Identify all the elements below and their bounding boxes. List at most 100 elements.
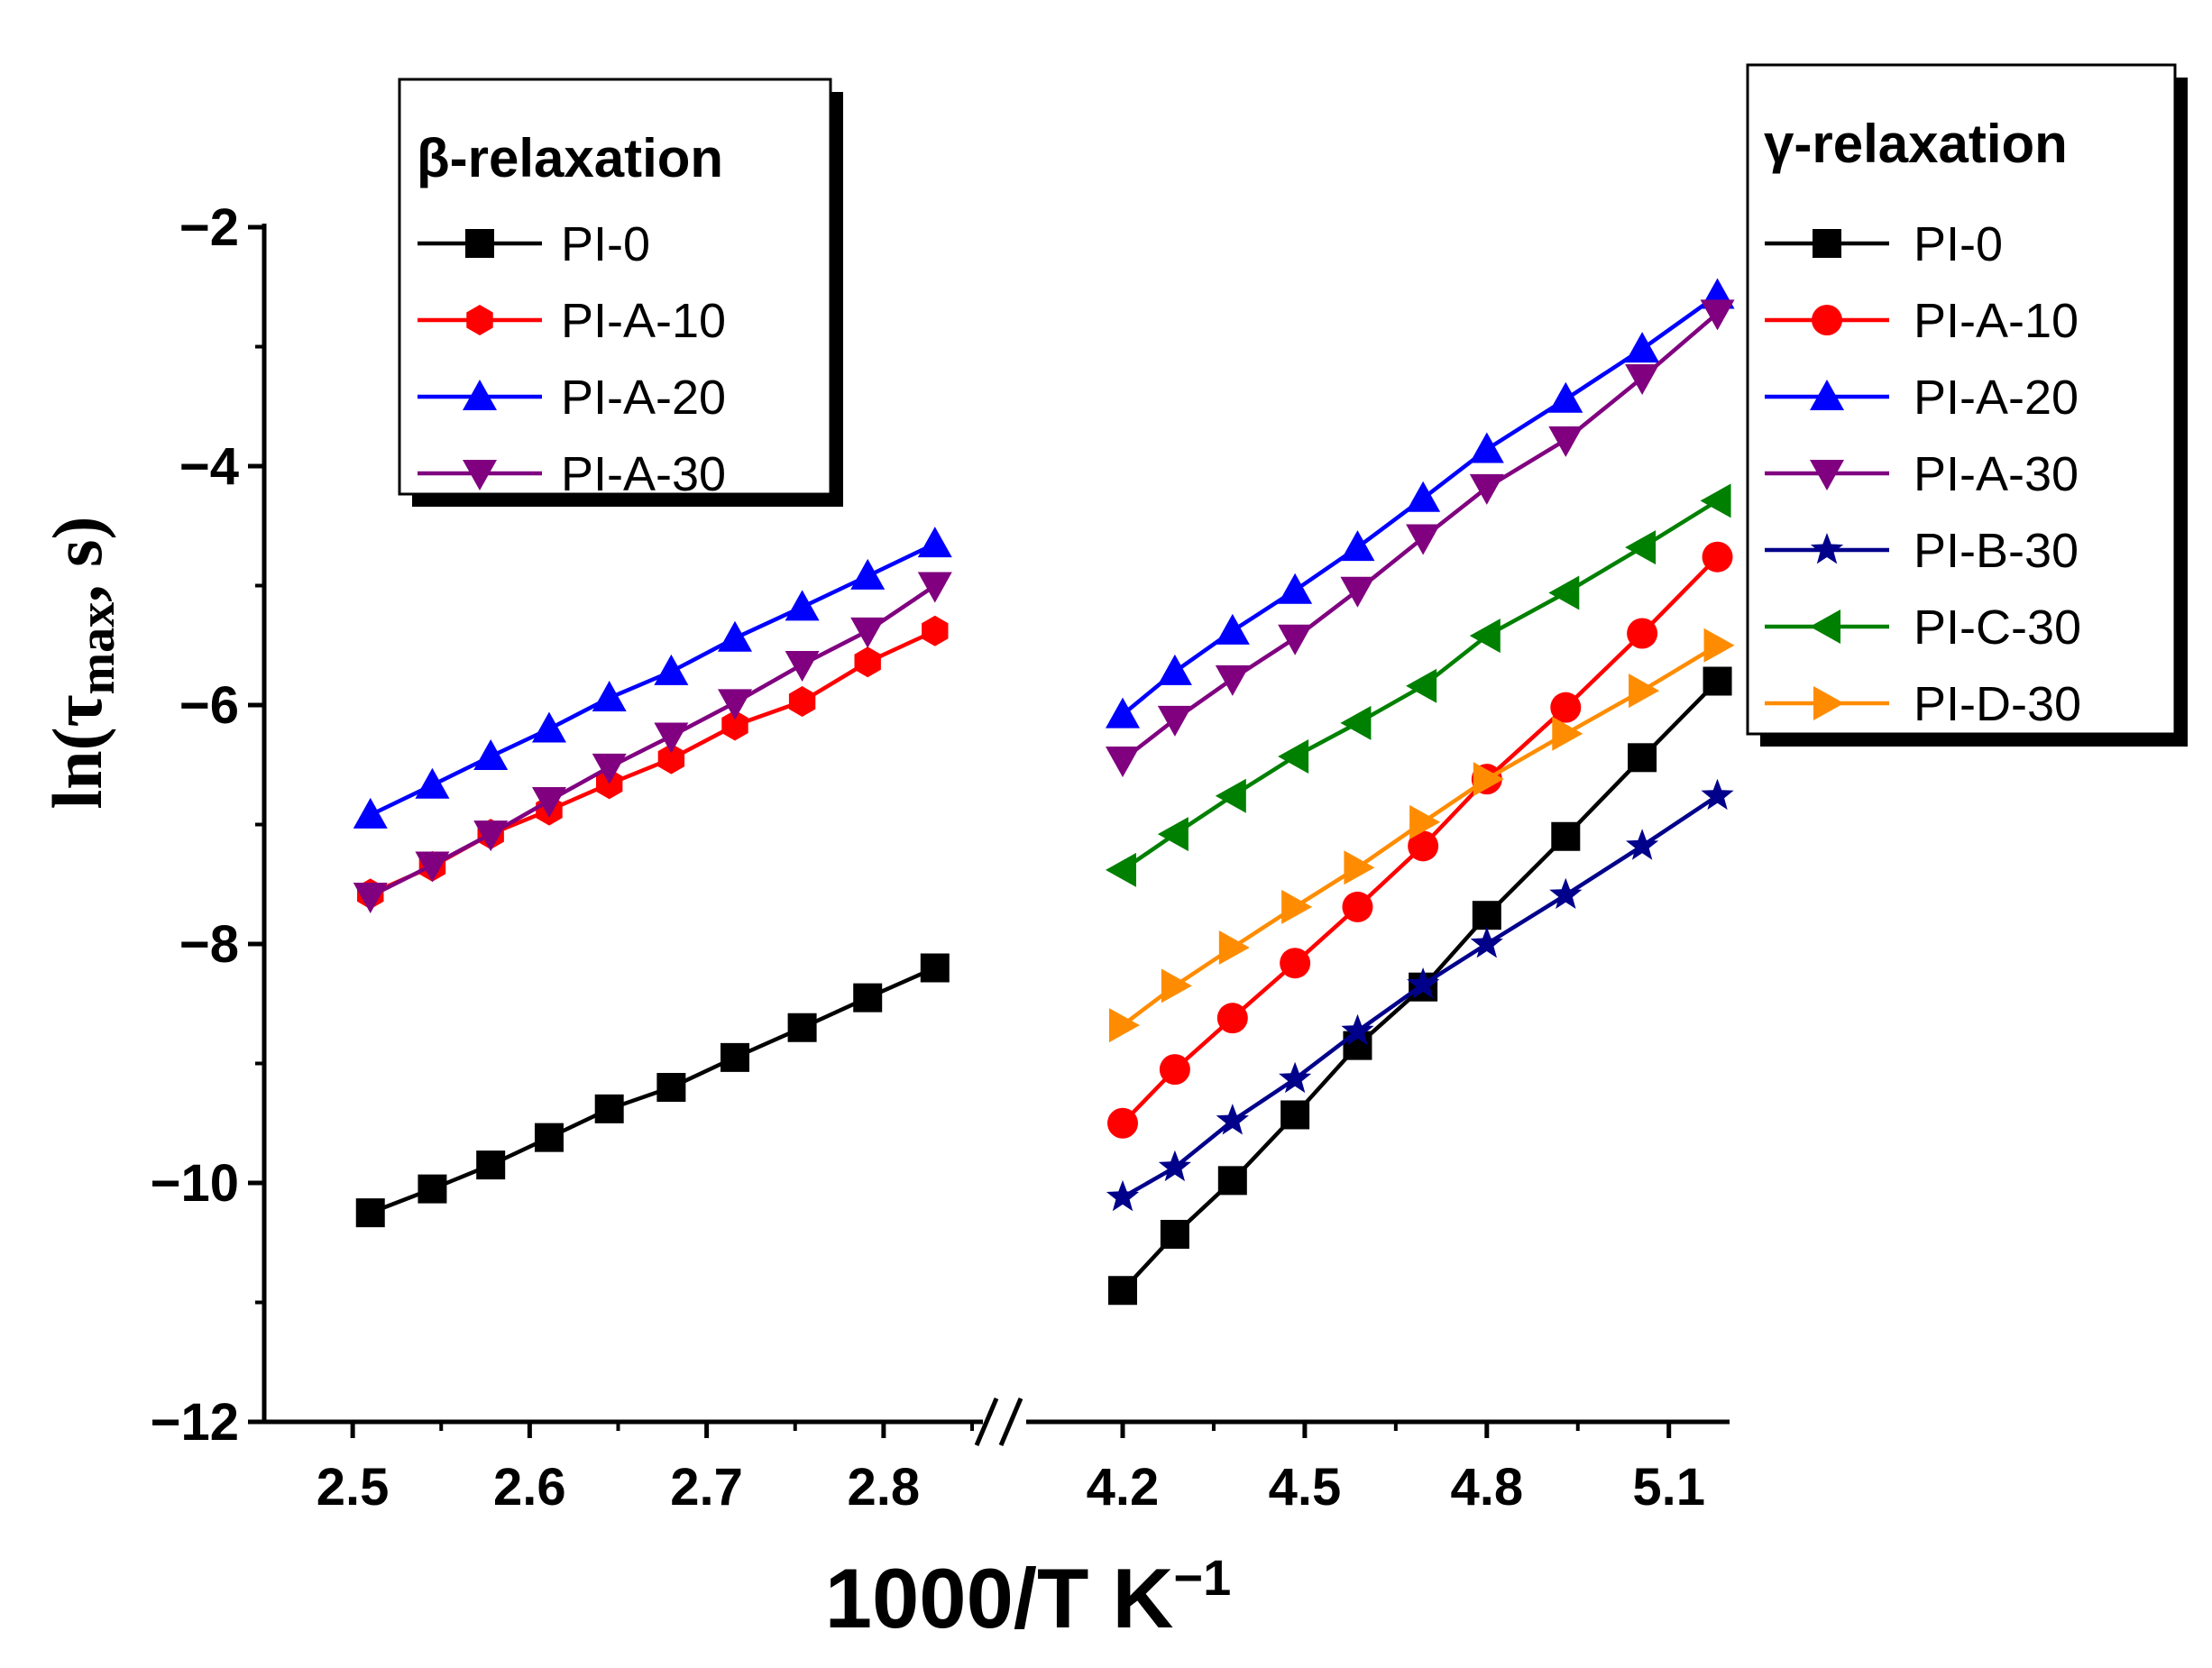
y-tick-label: −2 — [179, 198, 239, 257]
legend-gamma-swatch-marker — [1810, 460, 1844, 490]
gamma-series-pi-a-30 — [1106, 299, 1735, 777]
legend-gamma-swatch-marker — [1810, 533, 1844, 564]
gamma-point-pi-c-30 — [1700, 483, 1731, 518]
beta-point-pi-a-20 — [785, 590, 820, 621]
axes: −2 −4 −6 −8 −10 −12 2.5 2.6 2.7 2.8 4.2 4.5 4.8 5.1 — [151, 198, 1730, 1517]
beta-series-pi-0 — [355, 953, 950, 1228]
gamma-point-pi-a-10 — [1408, 830, 1439, 862]
gamma-point-pi-c-30 — [1340, 705, 1372, 740]
gamma-point-pi-a-20 — [1340, 530, 1375, 562]
gamma-point-pi-d-30 — [1409, 804, 1441, 839]
beta-point-pi-a-20 — [592, 681, 627, 712]
gamma-point-pi-d-30 — [1552, 716, 1583, 751]
gamma-point-pi-a-10 — [1702, 541, 1733, 573]
gamma-line-pi-c-30 — [1121, 499, 1719, 872]
gamma-point-pi-0 — [1108, 1276, 1137, 1306]
gamma-point-pi-b-30 — [1106, 1179, 1140, 1212]
gamma-line-pi-a-20 — [1121, 293, 1719, 717]
beta-point-pi-a-30 — [531, 787, 566, 818]
beta-point-pi-a-10 — [657, 743, 685, 774]
gamma-point-pi-a-10 — [1550, 692, 1582, 723]
beta-point-pi-0 — [920, 953, 950, 983]
gamma-line-pi-0 — [1121, 679, 1720, 1292]
gamma-series-pi-c-30 — [1106, 483, 1731, 887]
legend-beta-box — [398, 78, 832, 496]
beta-series-pi-a-30 — [353, 572, 952, 913]
beta-point-pi-a-20 — [415, 767, 450, 799]
x-tick-label-gamma: 4.2 — [1087, 1458, 1160, 1517]
beta-point-pi-0 — [418, 1174, 447, 1204]
gamma-point-pi-c-30 — [1215, 778, 1246, 813]
y-tick-label: −8 — [179, 915, 239, 974]
gamma-point-pi-a-10 — [1107, 1107, 1138, 1139]
gamma-point-pi-a-20 — [1625, 332, 1660, 363]
legend-gamma-entry-label: PI-0 — [1914, 217, 2003, 271]
gamma-point-pi-c-30 — [1406, 668, 1437, 703]
gamma-point-pi-d-30 — [1109, 1008, 1140, 1043]
gamma-point-pi-a-30 — [1278, 624, 1313, 655]
gamma-point-pi-b-30 — [1279, 1061, 1312, 1094]
beta-point-pi-a-20 — [850, 558, 886, 590]
gamma-point-pi-d-30 — [1281, 889, 1313, 924]
beta-point-pi-0 — [853, 983, 883, 1013]
gamma-point-pi-b-30 — [1341, 1013, 1374, 1046]
gamma-point-pi-d-30 — [1473, 762, 1504, 797]
legend-beta-swatch-marker — [466, 305, 493, 335]
gamma-point-pi-0 — [1703, 666, 1732, 696]
gamma-point-pi-0 — [1217, 1166, 1247, 1196]
legend-gamma-entry-label: PI-C-30 — [1914, 600, 2081, 655]
gamma-point-pi-a-30 — [1406, 524, 1441, 555]
beta-point-pi-a-20 — [654, 654, 689, 685]
gamma-point-pi-a-20 — [1548, 381, 1583, 413]
y-axis-title: ln(τmax, s) — [38, 517, 125, 810]
gamma-point-pi-a-20 — [1406, 481, 1441, 512]
x-tick-label-gamma: 5.1 — [1632, 1458, 1705, 1517]
beta-point-pi-a-20 — [473, 738, 509, 770]
x-tick-label-beta: 2.6 — [493, 1458, 566, 1517]
legend-beta-swatch-marker — [463, 460, 497, 490]
legend-gamma-entry-label: PI-A-30 — [1914, 447, 2079, 501]
gamma-point-pi-d-30 — [1161, 968, 1192, 1004]
beta-point-pi-0 — [721, 1042, 750, 1072]
beta-point-pi-a-20 — [718, 620, 753, 652]
gamma-point-pi-c-30 — [1625, 530, 1657, 565]
y-tick-label: −10 — [151, 1154, 239, 1213]
gamma-point-pi-b-30 — [1626, 829, 1659, 860]
gamma-series-pi-a-20 — [1106, 278, 1735, 729]
x-tick-label-gamma: 4.5 — [1269, 1458, 1342, 1517]
gamma-point-pi-a-20 — [1278, 573, 1313, 604]
beta-point-pi-0 — [355, 1198, 385, 1228]
gamma-point-pi-a-10 — [1280, 948, 1311, 979]
legend-beta-swatch-marker — [463, 380, 497, 410]
gamma-point-pi-a-30 — [1700, 299, 1735, 331]
legend-gamma-swatch-marker — [1810, 380, 1844, 410]
beta-point-pi-a-30 — [592, 753, 627, 784]
gamma-line-pi-a-30 — [1121, 311, 1719, 762]
legend-gamma-swatch-marker — [1812, 305, 1842, 335]
beta-point-pi-a-30 — [785, 650, 820, 682]
legend-beta-entry-label: PI-A-10 — [561, 294, 726, 348]
beta-point-pi-0 — [534, 1123, 564, 1152]
beta-point-pi-0 — [476, 1150, 506, 1180]
gamma-point-pi-b-30 — [1158, 1150, 1191, 1182]
legend-gamma-entry-label: PI-A-20 — [1914, 371, 2079, 425]
gamma-point-pi-0 — [1280, 1100, 1310, 1130]
beta-point-pi-a-20 — [531, 711, 566, 743]
gamma-point-pi-a-20 — [1215, 613, 1250, 645]
gamma-point-pi-a-10 — [1216, 1003, 1248, 1034]
gamma-point-pi-a-30 — [1548, 426, 1583, 457]
gamma-series-pi-0 — [1108, 666, 1732, 1306]
beta-point-pi-a-20 — [353, 797, 388, 829]
gamma-point-pi-d-30 — [1344, 850, 1375, 885]
axis-break-mark — [974, 1398, 999, 1446]
gamma-point-pi-c-30 — [1157, 817, 1189, 852]
beta-point-pi-a-10 — [788, 686, 816, 717]
beta-series-pi-a-10 — [357, 615, 949, 910]
legend-gamma-entry-label: PI-A-10 — [1914, 294, 2079, 348]
gamma-point-pi-a-10 — [1159, 1054, 1190, 1086]
x-tick-label-beta: 2.8 — [848, 1458, 921, 1517]
gamma-point-pi-a-20 — [1157, 654, 1192, 685]
beta-point-pi-a-30 — [353, 883, 388, 913]
beta-line-pi-0 — [369, 966, 936, 1215]
